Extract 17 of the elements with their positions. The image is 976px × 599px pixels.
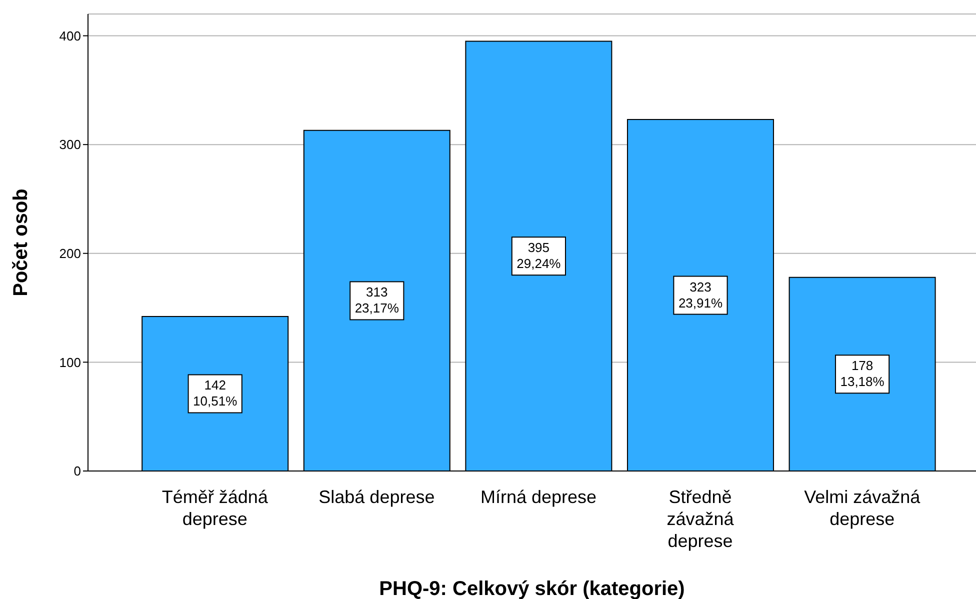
x-tick-label: Středně závažná deprese bbox=[666, 487, 735, 551]
y-tick-label: 100 bbox=[59, 354, 81, 370]
y-tick-label: 400 bbox=[59, 28, 81, 44]
x-tick-label: Velmi závažná deprese bbox=[804, 487, 922, 529]
y-tick-label: 0 bbox=[74, 464, 81, 479]
data-label: 323 23,91% bbox=[678, 279, 723, 310]
data-label: 313 23,17% bbox=[354, 284, 400, 316]
y-axis-title: Počet osob bbox=[10, 188, 32, 296]
data-label: 178 13,18% bbox=[840, 358, 885, 390]
y-tick-label: 200 bbox=[59, 246, 81, 261]
x-axis-title: PHQ-9: Celkový skór (kategorie) bbox=[379, 578, 685, 599]
data-label: 395 29,24% bbox=[516, 240, 562, 272]
y-tick-label: 300 bbox=[59, 137, 81, 152]
x-tick-label: Slabá deprese bbox=[318, 487, 435, 507]
x-tick-label: Téměř žádná deprese bbox=[162, 487, 269, 529]
data-label: 142 10,51% bbox=[193, 378, 238, 409]
x-tick-label: Mírná deprese bbox=[480, 487, 597, 507]
